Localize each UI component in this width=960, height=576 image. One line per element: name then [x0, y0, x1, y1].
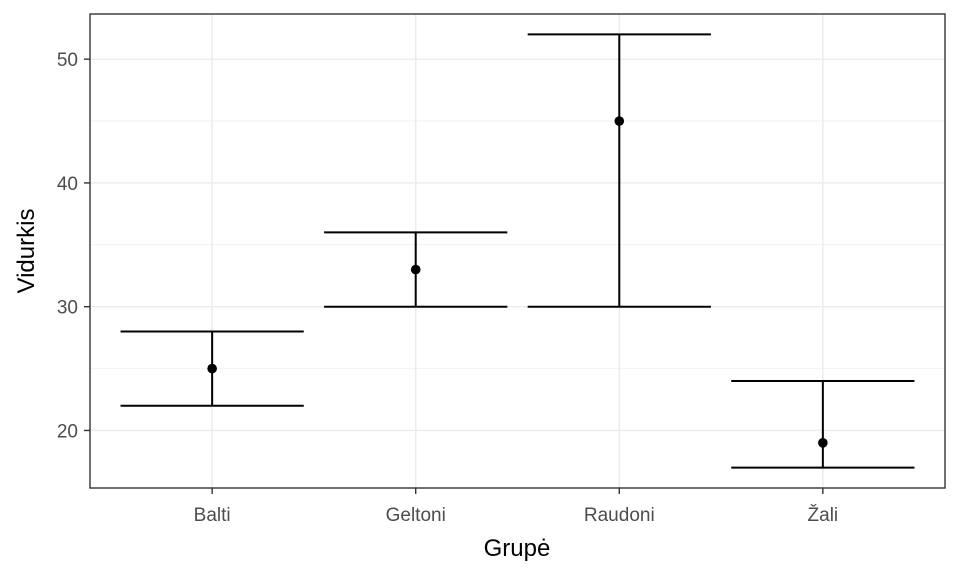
x-axis: Balti Geltoni Raudoni Žali: [194, 488, 839, 526]
mean-point: [818, 438, 828, 448]
y-tick-label: 20: [57, 421, 78, 442]
x-tick-label: Balti: [194, 505, 231, 526]
mean-points: [207, 116, 828, 448]
plot-border: [89, 13, 946, 489]
error-bars: [120, 33, 915, 469]
plot-panel: [90, 14, 945, 488]
x-tick-label: Geltoni: [386, 505, 446, 526]
y-tick-label: 50: [57, 50, 78, 71]
mean-point: [207, 363, 217, 374]
y-tick-label: 40: [57, 174, 78, 195]
x-tick-label: Žali: [808, 504, 839, 526]
mean-point: [410, 264, 421, 275]
x-axis-title: Grupė: [484, 535, 551, 562]
mean-point: [614, 116, 625, 126]
minor-gridlines: [90, 120, 945, 370]
y-axis: 20 30 40 50: [57, 50, 90, 442]
y-tick-label: 30: [57, 298, 78, 319]
x-tick-label: Raudoni: [584, 505, 655, 526]
y-axis-title: Vidurkis: [13, 209, 40, 294]
